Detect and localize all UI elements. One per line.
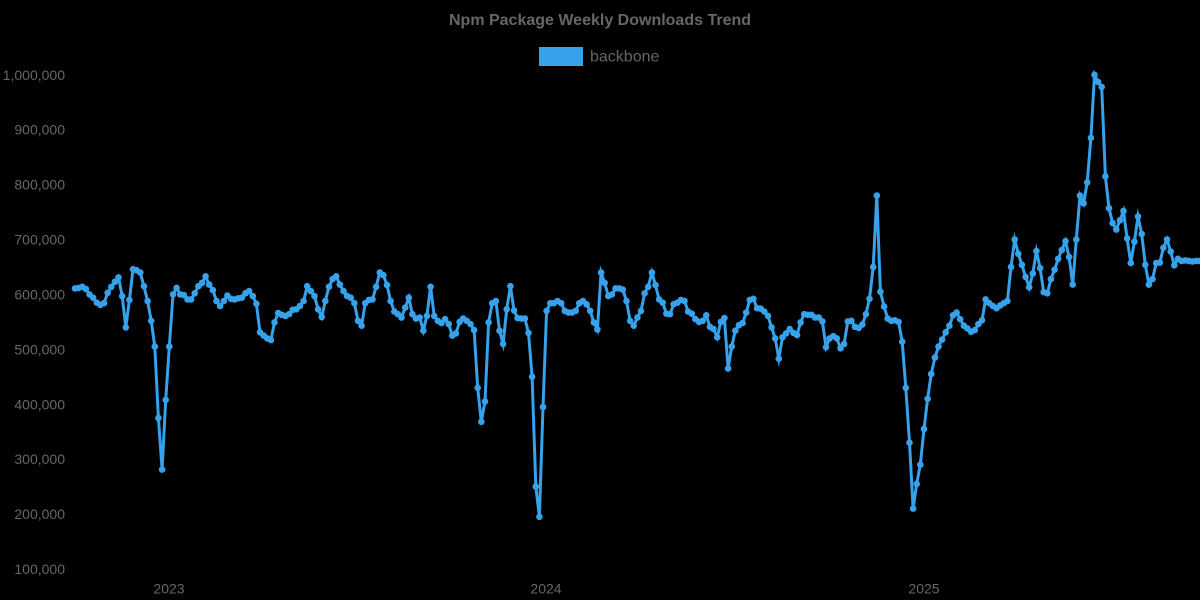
- svg-text:1,000,000: 1,000,000: [3, 67, 65, 83]
- svg-text:backbone: backbone: [590, 49, 659, 66]
- svg-text:400,000: 400,000: [14, 396, 65, 412]
- svg-text:900,000: 900,000: [14, 122, 65, 138]
- svg-text:700,000: 700,000: [14, 232, 65, 248]
- svg-text:100,000: 100,000: [14, 561, 65, 577]
- svg-text:300,000: 300,000: [14, 451, 65, 467]
- svg-text:2025: 2025: [908, 581, 939, 597]
- svg-text:600,000: 600,000: [14, 286, 65, 302]
- svg-text:200,000: 200,000: [14, 506, 65, 522]
- svg-text:500,000: 500,000: [14, 341, 65, 357]
- svg-text:2024: 2024: [530, 581, 561, 597]
- svg-text:2023: 2023: [153, 581, 184, 597]
- svg-text:Npm Package Weekly Downloads T: Npm Package Weekly Downloads Trend: [449, 12, 751, 29]
- svg-text:800,000: 800,000: [14, 177, 65, 193]
